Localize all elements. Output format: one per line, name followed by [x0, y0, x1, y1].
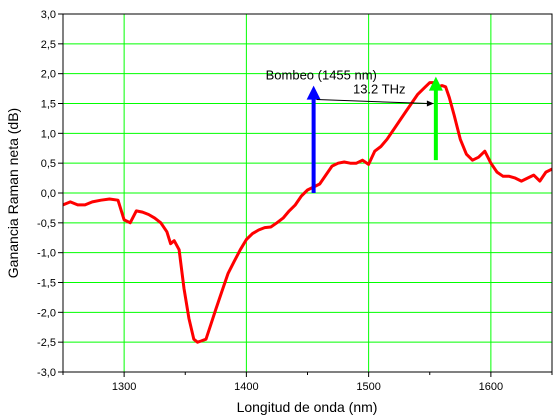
shift-label: 13.2 THz	[353, 82, 406, 97]
pump-arrow-head	[306, 85, 321, 100]
series-layer	[63, 81, 552, 344]
y-tick-label: -2,5	[37, 337, 56, 349]
grid-lines	[63, 14, 552, 372]
y-tick-label: 0,0	[41, 188, 56, 200]
y-tick-labels: -3,0 -2,5 -2,0 -1,5 -1,0 -0,5 0,0 0,5 1,0 1,5 2,0 2…	[37, 9, 56, 379]
y-tick-label: -0,5	[37, 218, 56, 230]
y-tick-label: 2,0	[41, 69, 56, 81]
x-tick-label: 1400	[234, 381, 258, 393]
annotation-layer: Bombeo (1455 nm)13.2 THz	[266, 68, 443, 193]
y-tick-label: -1,0	[37, 248, 56, 260]
axis-ticks	[58, 13, 553, 377]
peak-arrow-head	[428, 76, 443, 91]
shift-arrow-shaft	[316, 99, 428, 104]
y-tick-label: 1,0	[41, 128, 56, 140]
y-tick-label: -1,5	[37, 278, 56, 290]
x-tick-labels: 1300 1400 1500 1600	[112, 381, 503, 393]
gain-series-line	[63, 81, 552, 344]
shift-arrow-head	[426, 100, 434, 107]
y-tick-label: 0,5	[41, 158, 56, 170]
y-tick-label: 1,5	[41, 99, 56, 111]
y-axis-title: Ganancia Raman neta (dB)	[5, 108, 21, 278]
y-tick-label: -3,0	[37, 367, 56, 379]
x-axis-title: Longitud de onda (nm)	[237, 399, 378, 415]
y-tick-label: 3,0	[41, 9, 56, 21]
y-tick-label: 2,5	[41, 39, 56, 51]
pump-label: Bombeo (1455 nm)	[266, 68, 377, 83]
x-tick-label: 1600	[479, 381, 503, 393]
x-tick-label: 1300	[112, 381, 136, 393]
y-tick-label: -2,0	[37, 307, 56, 319]
x-tick-label: 1500	[356, 381, 380, 393]
